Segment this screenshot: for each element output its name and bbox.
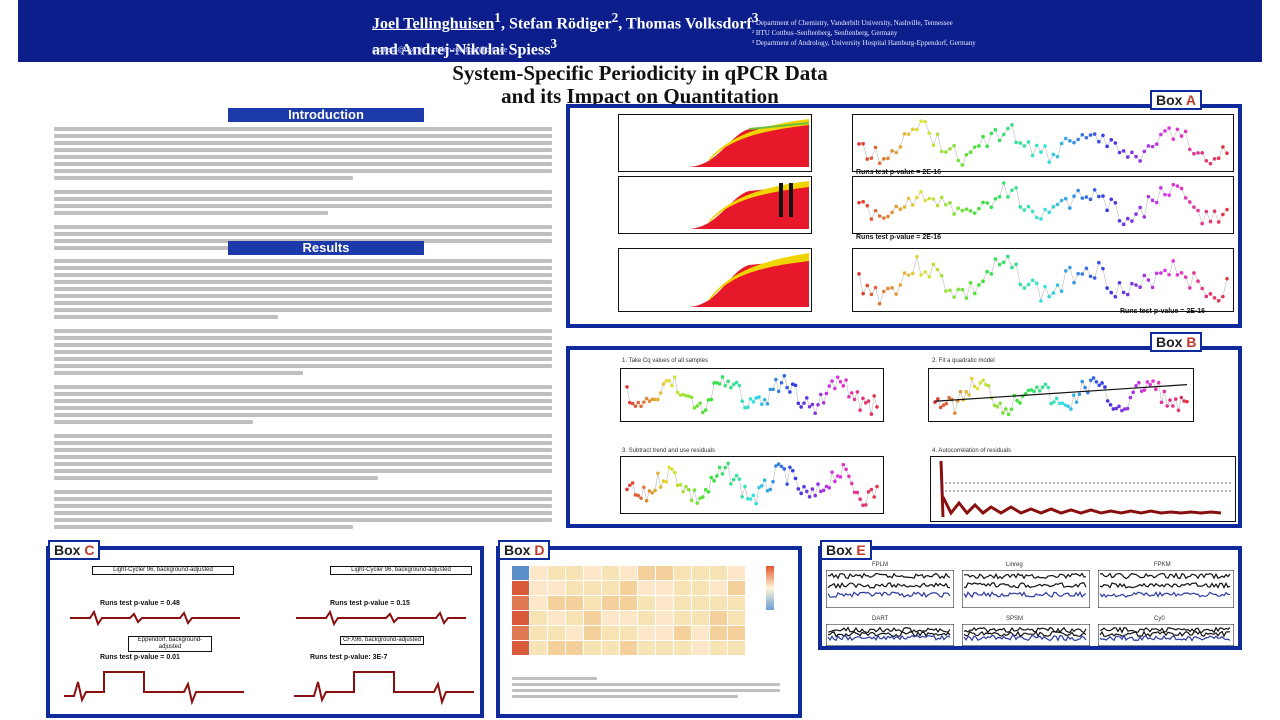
amplification-curves-1 <box>619 119 810 167</box>
cq-series-3 <box>857 254 1229 306</box>
box-d-references <box>512 674 794 701</box>
box-e-plot-1 <box>826 570 954 608</box>
amplification-curves-3 <box>619 253 809 307</box>
box-e-title-2: Linreg <box>1006 562 1023 568</box>
runs-test-c4: Runs test p-value: 3E-7 <box>310 654 388 661</box>
box-b-plot-2 <box>928 368 1194 422</box>
residuals <box>625 461 879 508</box>
step-3-title: 3. Subtract trend and use residuals <box>622 448 716 454</box>
affiliation-2: ² BTU Cottbus–Senftenberg, Senftenberg, … <box>752 29 898 37</box>
email-line: a.spiess@uke.de · stefan.roediger@b-tu.d… <box>372 47 508 54</box>
box-c-label-4: CFX96, background-adjusted <box>340 636 424 645</box>
box-e-title-5: SPSM <box>1006 616 1024 622</box>
box-b-plot-4 <box>930 456 1236 522</box>
box-a-label: Box A <box>1150 90 1202 110</box>
box-e-plot-6 <box>1098 624 1234 646</box>
cq-series-plot-1 <box>852 114 1234 172</box>
cq-series-2 <box>857 181 1229 227</box>
cq-series-plot-3 <box>852 248 1234 312</box>
box-c-label-1: Light-Cycler 96, background-adjusted <box>92 566 234 575</box>
heatmap-legend <box>766 566 774 610</box>
box-e-title-4: DART <box>872 616 889 622</box>
author-2: , Stefan Rödiger <box>500 15 612 33</box>
step-4-title: 4. Autocorrelation of residuals <box>932 448 1012 454</box>
runs-test-c2: Runs test p-value = 0.15 <box>330 600 410 607</box>
box-e-plot-4 <box>826 624 954 646</box>
residual-trace-c1 <box>70 610 240 626</box>
introduction-heading: Introduction <box>228 108 424 122</box>
amplification-plot-1 <box>618 114 812 172</box>
author-list: Joel Tellinghuisen1, Stefan Rödiger2, Th… <box>372 10 759 59</box>
box-c-label: Box C <box>48 540 101 560</box>
box-e-plot-5 <box>962 624 1090 646</box>
amplification-plot-3 <box>618 248 812 312</box>
quadratic-fit <box>933 376 1189 417</box>
autocorrelation-plot <box>939 460 1231 518</box>
step-1-title: 1. Take Cq values of all samples <box>622 358 708 364</box>
runs-test-a1: Runs test p-value = 2E-16 <box>856 169 942 176</box>
header-bar <box>18 0 1262 62</box>
box-c-label-3: Eppendorf, background-adjusted <box>128 636 212 652</box>
correlation-heatmap <box>512 566 745 655</box>
box-e-plot-3 <box>1098 570 1234 608</box>
runs-test-a2: Runs test p-value = 2E-16 <box>856 234 942 241</box>
results-heading: Results <box>228 241 424 255</box>
box-b-plot-3 <box>620 456 884 514</box>
affiliations: ¹ Department of Chemistry, Vanderbilt Un… <box>752 18 1252 48</box>
residual-trace-c2 <box>296 610 466 626</box>
author-4: and Andrej-Nikolai Spiess <box>372 41 551 59</box>
box-e-title-6: Cy0 <box>1154 616 1165 622</box>
runs-test-a3: Runs test p-value = 2E-16 <box>1120 308 1206 315</box>
cq-series-plot-2 <box>852 176 1234 234</box>
results-text <box>54 256 552 532</box>
box-e-title-3: FPKM <box>1154 562 1171 568</box>
runs-test-c1: Runs test p-value = 0.48 <box>100 600 180 607</box>
box-c-label-2: Light-Cycler 96, background-adjusted <box>330 566 472 575</box>
affiliation-1: ¹ Department of Chemistry, Vanderbilt Un… <box>752 19 953 27</box>
box-d-label: Box D <box>498 540 551 560</box>
box-e-plot-2 <box>962 570 1090 608</box>
title-line-1: System-Specific Periodicity in qPCR Data <box>452 61 828 85</box>
title-line-2: and its Impact on Quantitation <box>501 84 779 108</box>
box-b-plot-1 <box>620 368 884 422</box>
author-3: , Thomas Volksdorf <box>618 15 752 33</box>
residual-trace-c4 <box>294 671 474 706</box>
author-1: Joel Tellinghuisen <box>372 15 495 33</box>
poster-title: System-Specific Periodicity in qPCR Data… <box>0 62 1280 108</box>
affiliation-3: ³ Department of Andrology, University Ho… <box>752 39 976 47</box>
cq-series-1 <box>857 119 1229 167</box>
runs-test-c3: Runs test p-value = 0.01 <box>100 654 180 661</box>
amplification-curves-2 <box>619 181 809 229</box>
box-e-label: Box E <box>820 540 872 560</box>
box-e-title-1: FPLM <box>872 562 889 568</box>
box-b-label: Box B <box>1150 332 1203 352</box>
cq-all-samples <box>625 374 879 416</box>
amplification-plot-2 <box>618 176 812 234</box>
step-2-title: 2. Fit a quadratic model <box>932 358 995 364</box>
residual-trace-c3 <box>64 671 244 706</box>
introduction-text <box>54 124 552 253</box>
